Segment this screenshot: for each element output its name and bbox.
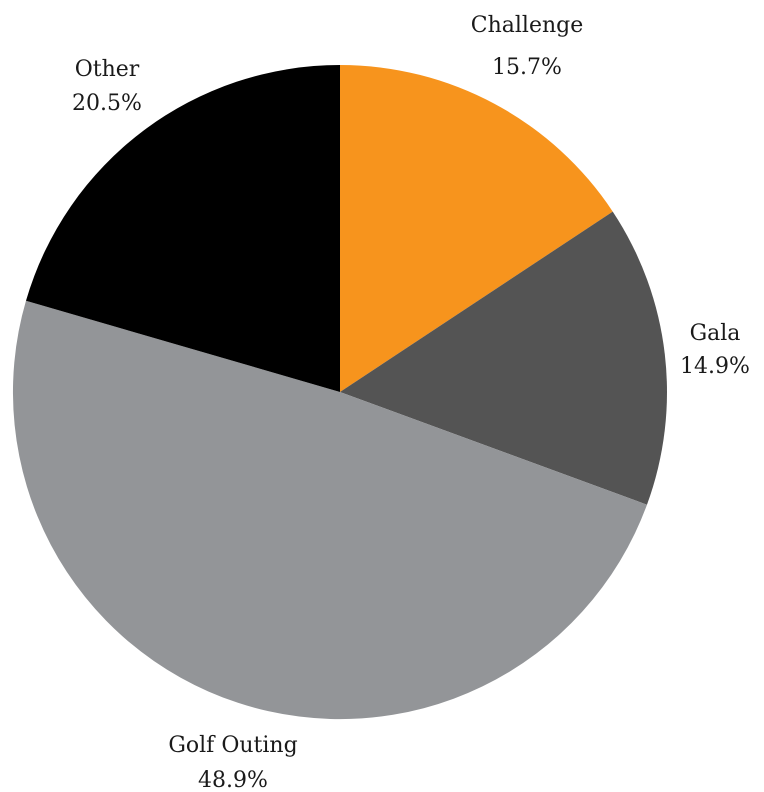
slice-label-gala: Gala xyxy=(690,321,741,346)
slice-value-other: 20.5% xyxy=(72,91,142,116)
pie-slice-challenge xyxy=(340,65,613,392)
slice-value-golf-outing: 48.9% xyxy=(198,768,268,792)
pie-slice-gala xyxy=(340,211,668,505)
slice-label-challenge: Challenge xyxy=(471,13,583,38)
slice-value-gala: 14.9% xyxy=(680,354,750,379)
pie-labels: Challenge 15.7% Gala 14.9% Golf Outing 48.9% O… xyxy=(72,13,750,792)
pie-slices xyxy=(12,64,668,720)
slice-label-golf-outing: Golf Outing xyxy=(168,733,297,758)
slice-value-challenge: 15.7% xyxy=(492,55,562,80)
pie-slice-golf-outing xyxy=(12,300,647,720)
slice-label-other: Other xyxy=(75,57,140,82)
pie-slice-other xyxy=(25,64,340,392)
